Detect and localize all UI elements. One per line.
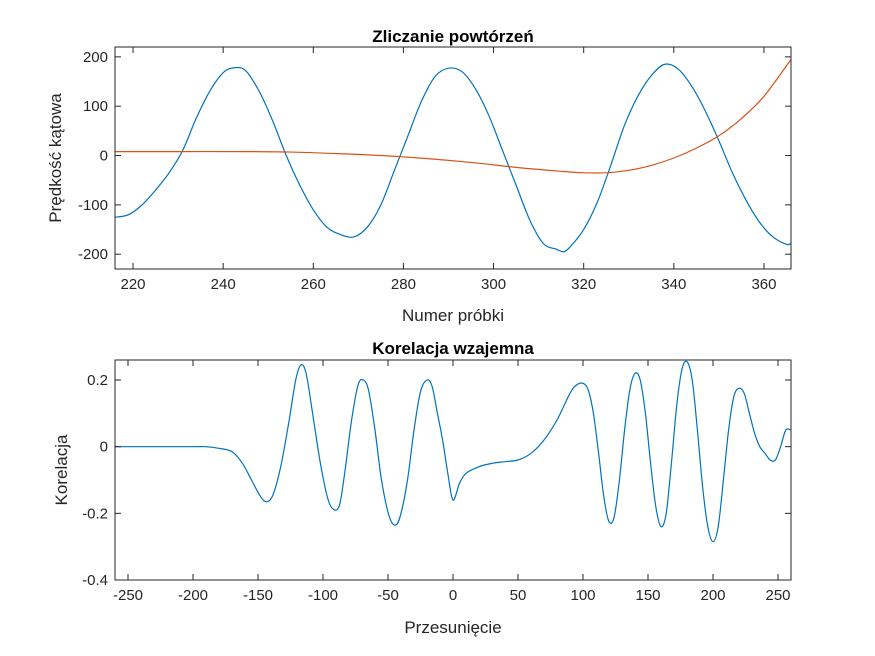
x-tick-label: -50 xyxy=(377,587,399,604)
x-tick-label: 320 xyxy=(571,276,596,293)
x-tick-label: 250 xyxy=(765,587,790,604)
y-axis-ticks: -0.4 -0.2 0 0.2 xyxy=(82,372,791,589)
y-tick-label: 100 xyxy=(83,98,108,115)
series-line-1 xyxy=(115,360,791,543)
chart-title: Zliczanie powtórzeń xyxy=(372,27,534,46)
chart-title: Korelacja wzajemna xyxy=(372,339,534,358)
x-tick-label: 360 xyxy=(751,276,776,293)
y-tick-label: 0 xyxy=(100,439,108,456)
x-tick-label: 240 xyxy=(211,276,236,293)
plot-area-background xyxy=(115,360,791,580)
y-tick-label: -0.2 xyxy=(82,505,108,522)
y-tick-label: -100 xyxy=(78,197,108,214)
series-group xyxy=(115,58,791,253)
x-tick-label: 150 xyxy=(635,587,660,604)
y-tick-label: 0 xyxy=(100,148,108,165)
x-tick-label: -100 xyxy=(308,587,338,604)
series-line-2 xyxy=(115,58,791,174)
x-axis-label: Przesunięcie xyxy=(404,618,501,637)
y-axis-label: Korelacja xyxy=(52,434,71,505)
x-tick-label: 340 xyxy=(661,276,686,293)
chart-repetition-count: 220 240 260 280 300 320 340 360 -200 -100 0 100 200… xyxy=(46,27,792,325)
x-tick-label: -250 xyxy=(113,587,143,604)
x-axis-label: Numer próbki xyxy=(402,306,504,325)
x-tick-label: 50 xyxy=(510,587,527,604)
x-axis-ticks: -250 -200 -150 -100 -50 0 50 100 150 200 250 xyxy=(113,360,791,604)
chart-cross-correlation: -250 -200 -150 -100 -50 0 50 100 150 200 250 -0.4-… xyxy=(52,339,792,637)
series-line-1 xyxy=(115,63,791,253)
plot-area-background xyxy=(115,47,791,269)
y-tick-label: 0.2 xyxy=(87,372,108,389)
x-tick-label: 200 xyxy=(700,587,725,604)
x-axis-ticks: 220 240 260 280 300 320 340 360 xyxy=(121,47,776,293)
x-tick-label: 260 xyxy=(301,276,326,293)
axes-box xyxy=(114,46,792,270)
y-tick-label: 200 xyxy=(83,49,108,66)
y-tick-label: -0.4 xyxy=(82,572,108,589)
y-axis-label: Prędkość kątowa xyxy=(46,93,65,223)
series-group xyxy=(115,360,791,543)
x-tick-label: 100 xyxy=(570,587,595,604)
x-tick-label: -150 xyxy=(243,587,273,604)
x-tick-label: 220 xyxy=(121,276,146,293)
y-axis-ticks: -200 -100 0 100 200 xyxy=(78,49,791,263)
x-tick-label: -200 xyxy=(178,587,208,604)
x-tick-label: 280 xyxy=(391,276,416,293)
y-tick-label: -200 xyxy=(78,246,108,263)
x-tick-label: 300 xyxy=(481,276,506,293)
x-tick-label: 0 xyxy=(449,587,457,604)
